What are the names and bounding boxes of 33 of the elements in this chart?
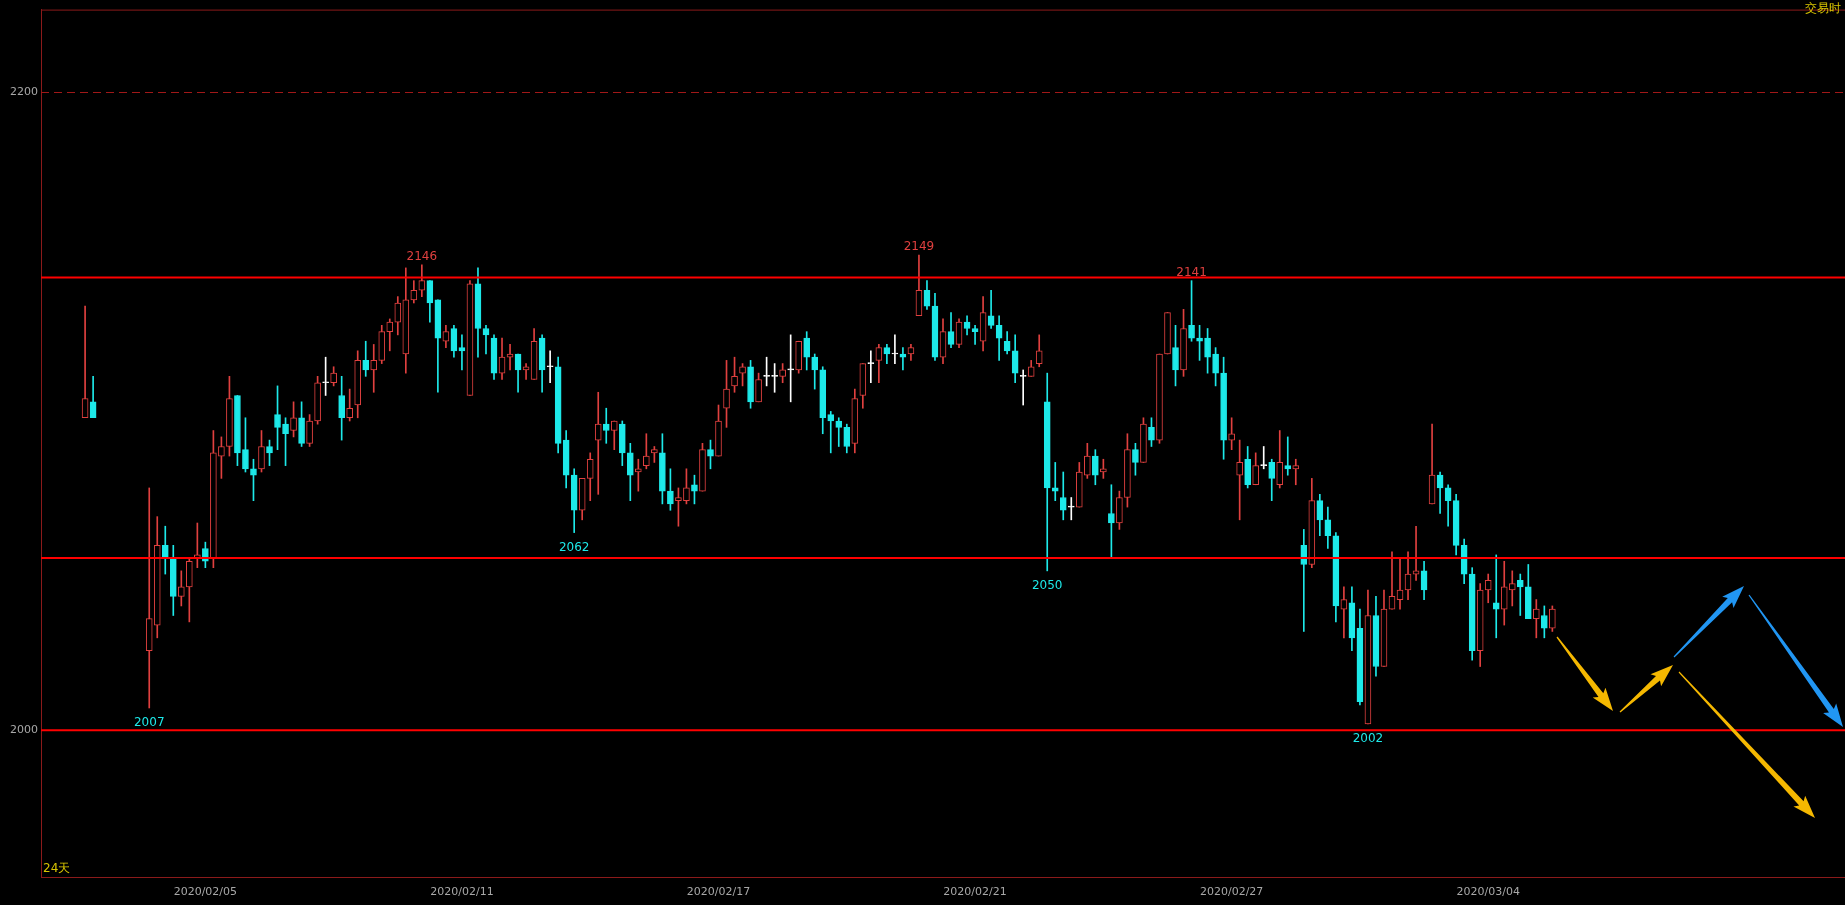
- x-tick-label: 2020/03/04: [1456, 885, 1520, 899]
- candlestick: [1516, 573, 1524, 616]
- x-tick-label: 2020/02/27: [1199, 885, 1264, 899]
- annotation: 交易时: [1805, 1, 1841, 16]
- candlestick: [1300, 529, 1308, 632]
- x-tick-label: 2020/02/17: [686, 885, 751, 899]
- candlestick: [634, 458, 642, 492]
- y-tick-label: 2200: [10, 85, 38, 99]
- x-tick-label: 2020/02/21: [943, 885, 1007, 899]
- candlestick: [1292, 458, 1300, 486]
- annotation: 2050: [1031, 577, 1063, 592]
- annotation: 2149: [903, 239, 935, 254]
- candlestick: [145, 487, 153, 709]
- candlestick: [1492, 554, 1500, 639]
- annotation: 2002: [1352, 731, 1384, 746]
- annotation: 2007: [133, 715, 165, 730]
- candlestick: [370, 344, 378, 393]
- candlestick: [594, 391, 602, 495]
- candlestick: [827, 411, 835, 454]
- candlestick: [1284, 436, 1292, 476]
- candlestick: [891, 334, 899, 364]
- candlestick: [602, 407, 610, 444]
- x-tick-label: 2020/02/11: [430, 885, 494, 899]
- candlestick: [835, 417, 843, 447]
- candlestick: [1067, 497, 1075, 521]
- annotation: 2062: [558, 539, 590, 554]
- candlestick: [546, 350, 554, 384]
- x-tick-label: 2020/02/05: [173, 885, 238, 899]
- annotation: 24天: [43, 861, 71, 876]
- y-tick-label: 2000: [10, 723, 38, 737]
- annotation: 2146: [406, 248, 438, 263]
- candlestick: [1508, 570, 1516, 607]
- annotation: 2141: [1176, 264, 1207, 279]
